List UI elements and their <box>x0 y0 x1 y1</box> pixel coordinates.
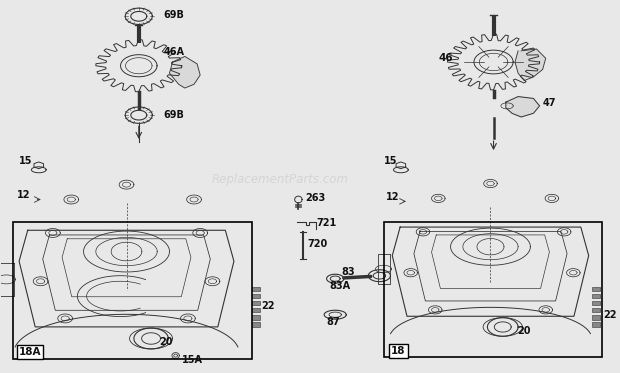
Bar <box>252 301 260 305</box>
Text: 720: 720 <box>308 239 328 249</box>
Polygon shape <box>506 97 539 117</box>
Bar <box>592 322 600 327</box>
Text: 20: 20 <box>518 326 531 336</box>
Text: 12: 12 <box>386 191 399 201</box>
Bar <box>592 308 600 313</box>
Text: 15: 15 <box>384 156 397 166</box>
Bar <box>592 315 600 320</box>
Text: 18A: 18A <box>19 347 42 357</box>
Text: 12: 12 <box>17 189 31 200</box>
Bar <box>592 294 600 298</box>
Text: 22: 22 <box>603 310 617 320</box>
Bar <box>592 287 600 291</box>
Text: 69B: 69B <box>163 110 184 120</box>
Bar <box>252 308 260 313</box>
Text: 20: 20 <box>160 337 173 347</box>
Text: 47: 47 <box>542 98 556 108</box>
Bar <box>252 287 260 291</box>
Polygon shape <box>515 49 546 81</box>
Text: 83A: 83A <box>329 281 350 291</box>
Polygon shape <box>169 56 200 88</box>
Bar <box>592 301 600 305</box>
Bar <box>252 322 260 327</box>
Text: 69B: 69B <box>163 10 184 20</box>
Text: 721: 721 <box>316 217 337 228</box>
Text: 46: 46 <box>438 53 453 63</box>
Text: 87: 87 <box>327 317 340 327</box>
Text: 22: 22 <box>261 301 275 311</box>
Text: ReplacementParts.com: ReplacementParts.com <box>211 173 348 186</box>
Text: 83: 83 <box>342 267 355 277</box>
Text: 15A: 15A <box>182 355 203 366</box>
Text: 18: 18 <box>391 346 405 356</box>
Text: 15: 15 <box>19 156 32 166</box>
Text: 46A: 46A <box>163 47 184 57</box>
Text: 263: 263 <box>306 193 326 203</box>
Bar <box>252 315 260 320</box>
Bar <box>252 294 260 298</box>
